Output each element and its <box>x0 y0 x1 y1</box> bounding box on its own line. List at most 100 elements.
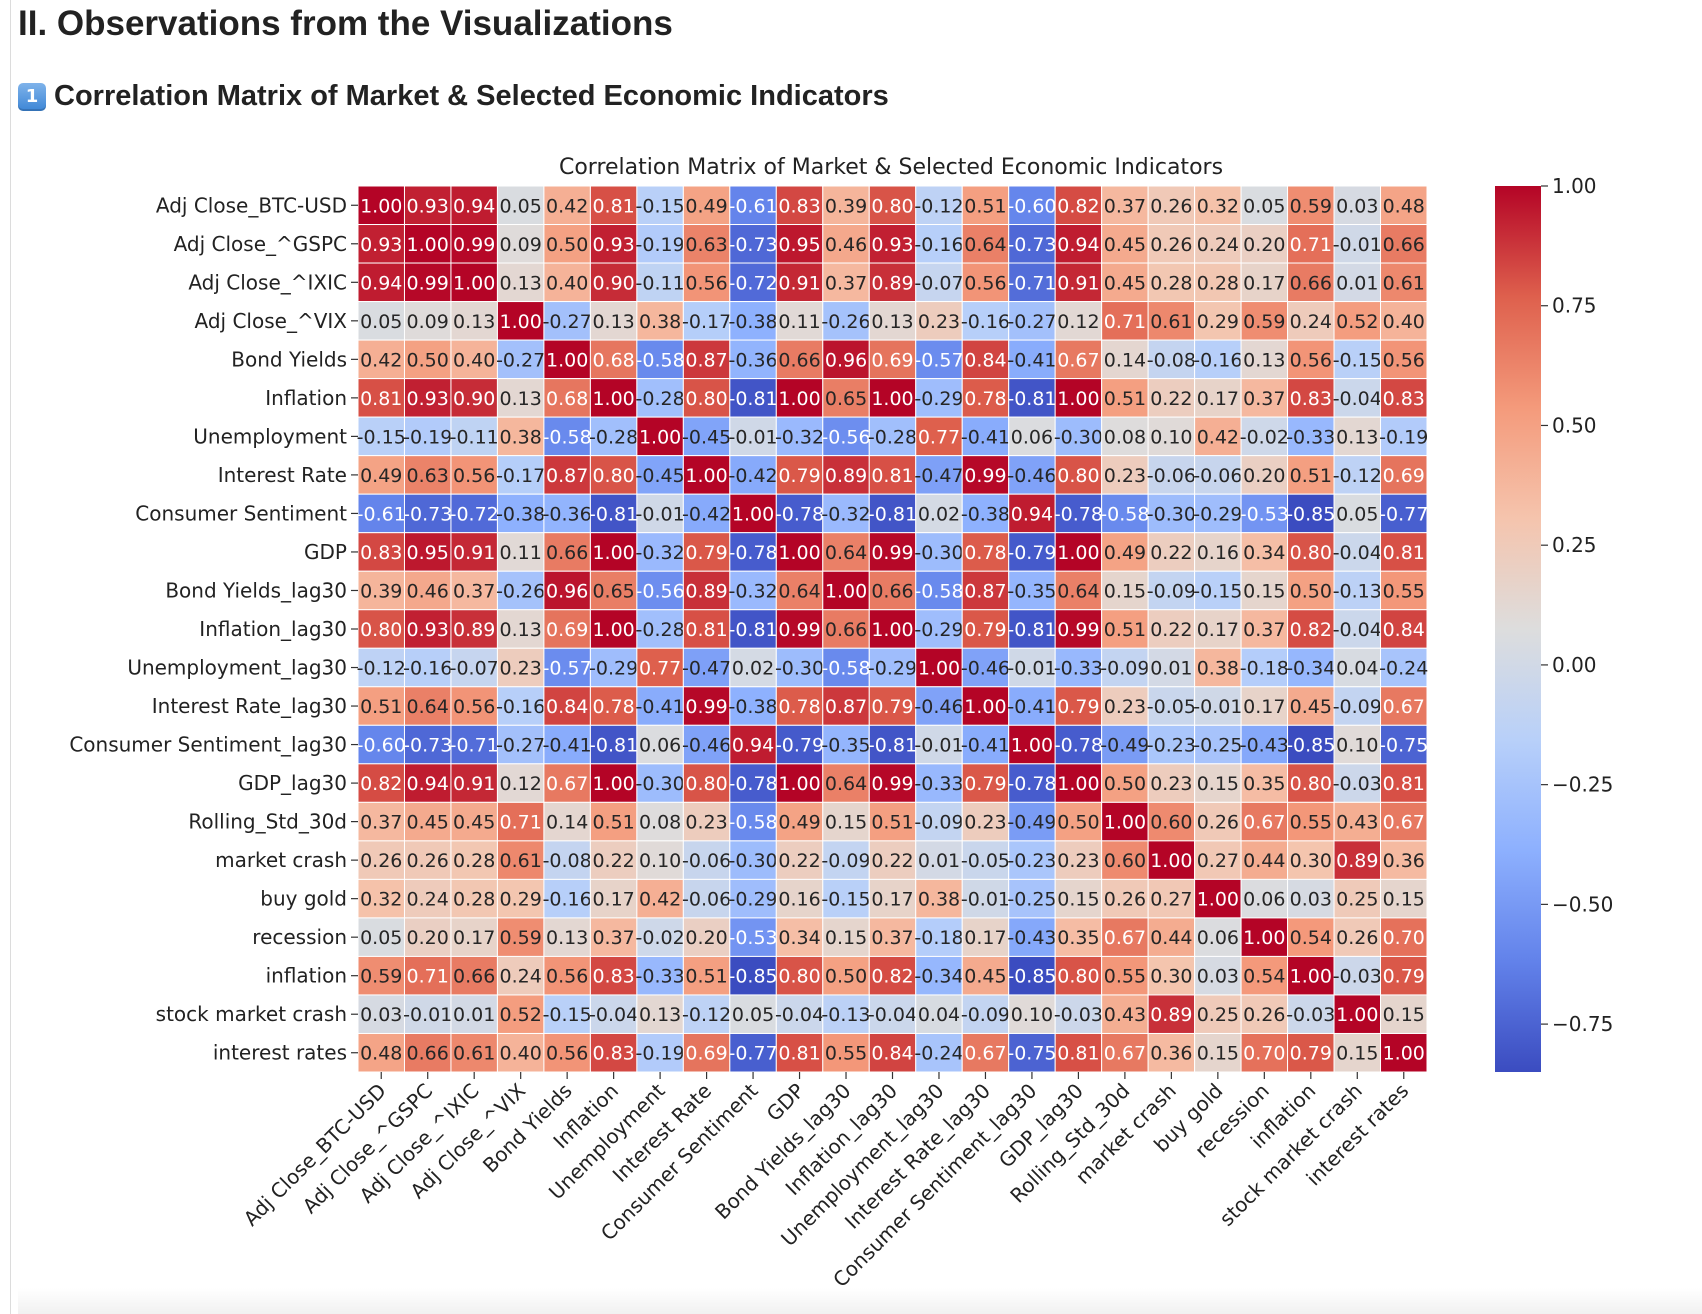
heatmap-cell <box>775 493 824 534</box>
cell-value-label: 0.50 <box>1290 580 1332 602</box>
chart-title: Correlation Matrix of Market & Selected … <box>559 155 1223 180</box>
heatmap-cell <box>775 840 824 880</box>
heatmap-cell <box>961 570 1010 611</box>
cell-value-label: -0.16 <box>403 658 452 680</box>
cell-value-label: -0.17 <box>682 311 731 333</box>
heatmap-cell <box>1380 724 1428 765</box>
colorbar-tick-label: −0.25 <box>1552 773 1613 797</box>
heatmap-cell <box>636 686 684 726</box>
cell-value-label: 0.43 <box>1336 812 1378 834</box>
cell-value-label: -0.81 <box>1007 388 1056 410</box>
cell-value-label: -0.13 <box>1333 580 1382 602</box>
heatmap-cell <box>496 224 545 264</box>
cell-value-label: 0.68 <box>592 349 634 371</box>
cell-value-label: -0.57 <box>914 349 963 371</box>
cell-value-label: -0.29 <box>728 889 777 911</box>
heatmap-cell <box>961 955 1010 996</box>
heatmap-cell <box>589 262 638 303</box>
cell-value-label: -0.12 <box>682 1004 731 1026</box>
heatmap-cell <box>1008 763 1056 803</box>
heatmap-cell <box>496 493 545 534</box>
cell-value-label: 0.17 <box>453 927 495 949</box>
cell-value-label: 0.70 <box>1243 1043 1285 1065</box>
cell-value-label: 0.50 <box>1104 773 1146 795</box>
cell-value-label: -0.46 <box>914 696 963 718</box>
cell-value-label: 0.67 <box>1383 696 1425 718</box>
y-tick-label: Consumer Sentiment <box>135 501 347 525</box>
cell-value-label: -0.46 <box>961 658 1010 680</box>
heatmap-cell <box>403 339 452 380</box>
cell-value-label: 0.82 <box>1290 619 1332 641</box>
cell-value-label: 0.83 <box>778 195 820 217</box>
cell-value-label: 0.03 <box>1290 889 1332 911</box>
cell-value-label: 1.00 <box>639 426 681 448</box>
cell-value-label: -0.18 <box>1240 658 1289 680</box>
cell-value-label: -0.18 <box>914 927 963 949</box>
heatmap-cell <box>775 185 824 226</box>
cell-value-label: 1.00 <box>546 349 588 371</box>
cell-value-label: 0.59 <box>1243 311 1285 333</box>
heatmap-cell <box>589 339 638 380</box>
cell-value-label: 0.90 <box>453 388 495 410</box>
heatmap-cell <box>729 493 777 534</box>
cell-value-label: -0.16 <box>961 311 1010 333</box>
cell-value-label: 0.11 <box>500 542 542 564</box>
heatmap-cell <box>961 301 1010 341</box>
cell-value-label: 0.06 <box>1011 426 1053 448</box>
heatmap-cell <box>1101 724 1149 765</box>
cell-value-label: -0.30 <box>1054 426 1103 448</box>
heatmap-cell <box>729 532 777 572</box>
cell-value-label: -0.81 <box>728 388 777 410</box>
heatmap-cell <box>915 416 963 457</box>
heatmap-cell <box>1101 493 1149 534</box>
cell-value-label: -0.19 <box>636 234 685 256</box>
heatmap-cell <box>450 570 498 611</box>
heatmap-cell <box>1008 532 1056 572</box>
cell-value-label: -0.07 <box>450 658 499 680</box>
cell-value-label: -0.77 <box>1379 503 1428 525</box>
cell-value-label: -0.04 <box>589 1004 638 1026</box>
cell-value-label: -0.09 <box>914 812 963 834</box>
cell-value-label: 0.87 <box>825 696 867 718</box>
cell-value-label: -0.09 <box>1333 696 1382 718</box>
cell-value-label: 0.05 <box>360 311 402 333</box>
heatmap-cell <box>1054 878 1103 919</box>
heatmap-cell <box>729 801 777 842</box>
cell-value-label: -0.12 <box>1333 465 1382 487</box>
heatmap-cell <box>1147 609 1196 649</box>
heatmap-cell <box>868 262 917 303</box>
heatmap-cell <box>543 455 591 495</box>
cell-value-label: 0.23 <box>1104 696 1146 718</box>
heatmap-cell <box>403 185 452 226</box>
cell-value-label: 0.35 <box>1243 773 1285 795</box>
heatmap-cell <box>1194 801 1242 842</box>
cell-value-label: 0.28 <box>453 889 495 911</box>
cell-value-label: -0.72 <box>450 503 499 525</box>
cell-value-label: -0.73 <box>1007 234 1056 256</box>
heatmap-cell <box>868 570 917 611</box>
cell-value-label: -0.32 <box>728 580 777 602</box>
cell-value-label: 0.79 <box>1383 966 1425 988</box>
heatmap-cells: 1.00 0.93 0.94 0.05 0.42 0.81 -0.15 0.49 -0.61 0.… <box>357 185 1428 1073</box>
cell-value-label: 0.23 <box>1104 465 1146 487</box>
heatmap-cell <box>1380 686 1428 726</box>
heatmap-cell <box>1194 1032 1242 1073</box>
cell-value-label: 0.37 <box>871 927 913 949</box>
cell-value-label: 0.71 <box>1104 311 1146 333</box>
cell-value-label: 0.38 <box>918 889 960 911</box>
heatmap-cell <box>1008 493 1056 534</box>
heatmap-cell <box>1008 955 1056 996</box>
heatmap-cell <box>868 493 917 534</box>
cell-value-label: -0.46 <box>682 735 731 757</box>
cell-value-label: -0.03 <box>1286 1004 1335 1026</box>
cell-value-label: -0.12 <box>914 195 963 217</box>
cell-value-label: 0.45 <box>453 812 495 834</box>
cell-value-label: -0.53 <box>728 927 777 949</box>
heatmap-cell <box>822 724 870 765</box>
heatmap-cell <box>1147 416 1196 457</box>
heatmap-cell <box>1287 763 1335 803</box>
cell-value-label: 0.63 <box>407 465 449 487</box>
heatmap-cell <box>1101 185 1149 226</box>
heatmap-cell <box>1194 224 1242 264</box>
cell-value-label: -0.85 <box>1286 735 1335 757</box>
